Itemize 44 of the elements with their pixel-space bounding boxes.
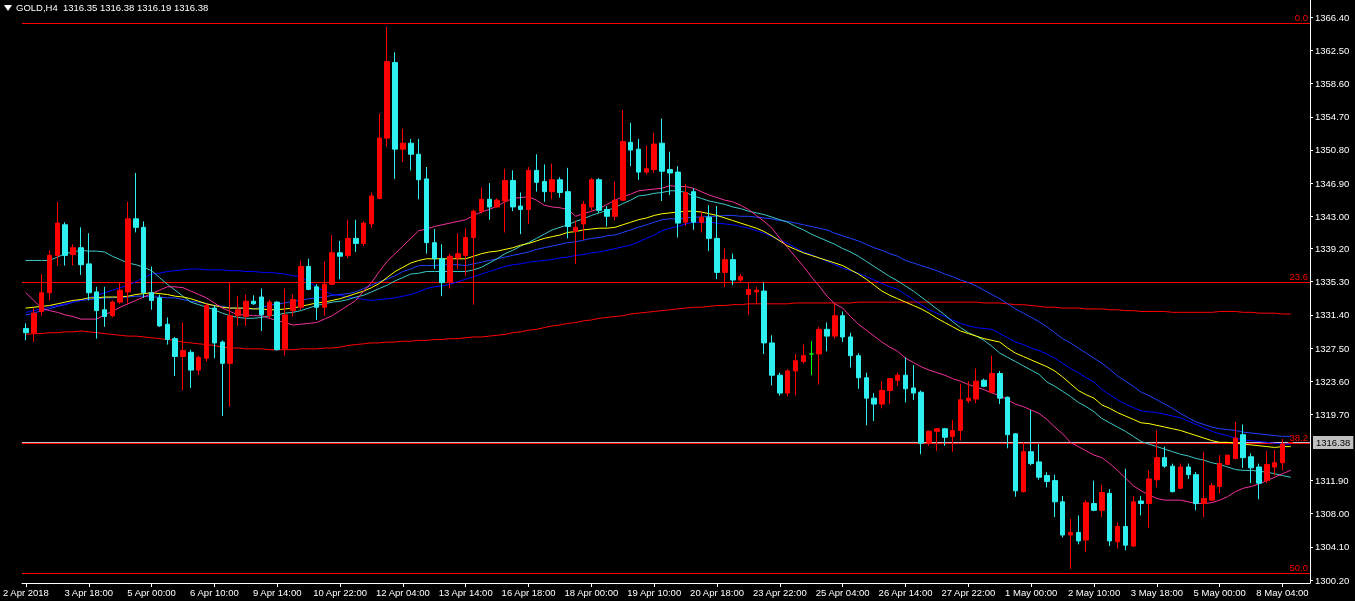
x-tick-label: 16 Apr 18:00 bbox=[501, 586, 556, 598]
x-tick-label: 2 May 10:00 bbox=[1067, 586, 1121, 598]
x-tick-label: 20 Apr 18:00 bbox=[690, 586, 744, 598]
y-tick-label: 1358.60 bbox=[1315, 78, 1350, 90]
ref-line-label: 1316.38 bbox=[1316, 437, 1351, 449]
x-tick-label: 13 Apr 14:00 bbox=[438, 586, 493, 598]
x-tick-label: 23 Apr 22:00 bbox=[752, 586, 807, 598]
x-tick-label: 26 Apr 14:00 bbox=[878, 586, 933, 598]
x-tick-label: 1 May 00:00 bbox=[1005, 586, 1058, 598]
annotation: 0.0 bbox=[1294, 11, 1308, 23]
x-tick-label: 25 Apr 04:00 bbox=[815, 586, 870, 598]
x-tick-label: 10 Apr 22:00 bbox=[313, 586, 368, 598]
y-tick-label: 1331.40 bbox=[1315, 309, 1350, 321]
x-tick-label: 8 May 04:00 bbox=[1256, 586, 1309, 598]
x-tick-label: 18 Apr 00:00 bbox=[564, 586, 619, 598]
annotation: 23.6 bbox=[1289, 271, 1308, 283]
y-tick-label: 1323.60 bbox=[1315, 375, 1350, 387]
chart-title: GOLD,H4 1316.35 1316.38 1316.19 1316.38 bbox=[16, 2, 209, 13]
x-tick-label: 9 Apr 14:00 bbox=[252, 586, 302, 598]
y-tick-label: 1343.00 bbox=[1315, 210, 1350, 222]
annotation: 38.2 bbox=[1289, 431, 1308, 443]
y-tick-label: 1300.20 bbox=[1315, 574, 1350, 586]
y-tick-label: 1335.30 bbox=[1315, 276, 1350, 288]
y-tick-label: 1319.70 bbox=[1315, 408, 1350, 420]
y-tick-label: 1366.40 bbox=[1315, 11, 1350, 23]
x-tick-label: 5 May 00:00 bbox=[1193, 586, 1246, 598]
y-tick-label: 1308.00 bbox=[1315, 508, 1350, 520]
y-tick-label: 1304.10 bbox=[1315, 541, 1350, 553]
x-tick-label: 19 Apr 10:00 bbox=[627, 586, 682, 598]
y-tick-label: 1327.50 bbox=[1315, 342, 1350, 354]
x-tick-label: 12 Apr 04:00 bbox=[375, 586, 430, 598]
x-tick-label: 6 Apr 10:00 bbox=[190, 586, 239, 598]
y-tick-label: 1354.70 bbox=[1315, 111, 1350, 123]
x-tick-label: 27 Apr 22:00 bbox=[941, 586, 996, 598]
y-tick-label: 1311.90 bbox=[1315, 475, 1349, 487]
y-tick-label: 1339.20 bbox=[1315, 243, 1350, 255]
x-tick-label: 5 Apr 00:00 bbox=[127, 586, 176, 598]
y-tick-label: 1350.80 bbox=[1315, 144, 1350, 156]
annotation: 50.0 bbox=[1289, 561, 1308, 573]
y-tick-label: 1346.90 bbox=[1315, 177, 1350, 189]
x-tick-label: 3 Apr 18:00 bbox=[64, 586, 114, 598]
x-tick-label: 3 May 18:00 bbox=[1130, 586, 1183, 598]
y-tick-label: 1362.50 bbox=[1315, 45, 1350, 57]
x-tick-label: 2 Apr 2018 bbox=[2, 586, 49, 598]
